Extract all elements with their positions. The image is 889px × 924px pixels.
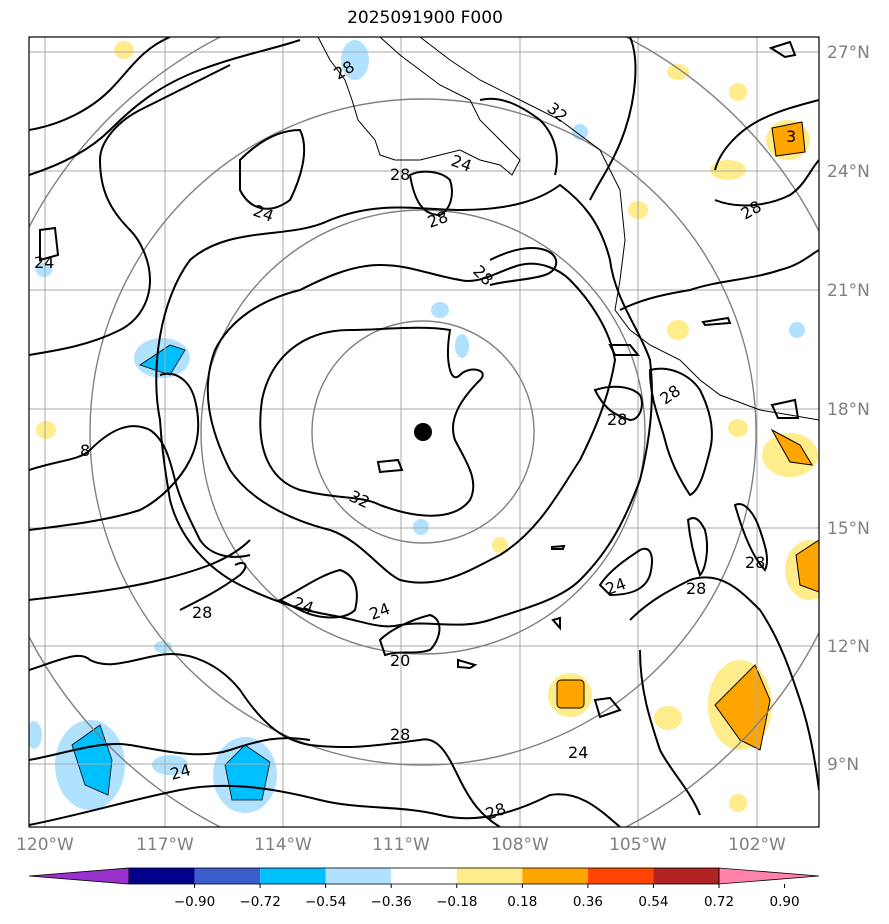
longitude-labels: 120°W 117°W 114°W 111°W 108°W 105°W 102°… [16, 835, 786, 855]
svg-text:28: 28 [607, 410, 627, 429]
lat-label: 15°N [827, 519, 870, 539]
lat-label: 21°N [827, 281, 870, 301]
positive-shading [36, 41, 819, 812]
lon-label: 105°W [609, 835, 667, 855]
lon-label: 120°W [16, 835, 74, 855]
colorbar-tick-label: −0.54 [305, 894, 346, 910]
contours [29, 37, 819, 827]
svg-text:24: 24 [568, 743, 588, 762]
graticule [29, 37, 819, 827]
lat-label: 27°N [827, 43, 870, 63]
svg-text:28: 28 [745, 553, 765, 572]
map-frame [28, 36, 820, 828]
lat-label: 9°N [827, 755, 859, 775]
colorbar-tick-label: 0.18 [507, 894, 537, 910]
svg-text:3: 3 [786, 127, 796, 146]
svg-text:20: 20 [390, 651, 410, 670]
coastline [317, 37, 819, 421]
range-rings [29, 37, 819, 827]
colorbar-tick-label: 0.72 [704, 894, 734, 910]
lon-label: 102°W [728, 835, 786, 855]
svg-text:24: 24 [168, 760, 193, 784]
colorbar-extend-low [28, 867, 130, 885]
svg-text:28: 28 [686, 579, 706, 598]
colorbar-tick-label: 0.90 [770, 894, 800, 910]
negative-shading [29, 40, 805, 813]
colorbar-swatch [587, 868, 654, 884]
colorbar-tick-label: −0.18 [436, 894, 477, 910]
colorbar-tick-label: −0.90 [174, 894, 215, 910]
colorbar-swatch [456, 868, 523, 884]
colorbar: −0.90 −0.72 −0.54 −0.36 −0.18 0.18 0.36 0.54 0.7… [28, 867, 820, 910]
colorbar-outline [128, 867, 720, 885]
svg-text:8: 8 [80, 441, 90, 460]
colorbar-swatch [260, 868, 326, 884]
svg-text:24: 24 [34, 253, 54, 272]
colorbar-tick-label: 0.54 [638, 894, 668, 910]
colorbar-swatch [522, 868, 588, 884]
lat-label: 18°N [827, 400, 870, 420]
svg-text:28: 28 [192, 603, 212, 622]
colorbar-extend-high [718, 867, 820, 885]
lat-label: 12°N [827, 637, 870, 657]
colorbar-tick-label: −0.72 [239, 894, 280, 910]
colorbar-tick-label: −0.36 [371, 894, 412, 910]
colorbar-swatch [325, 868, 392, 884]
colorbar-swatch [391, 868, 457, 884]
colorbar-swatch [194, 868, 261, 884]
lon-label: 108°W [491, 835, 549, 855]
svg-text:28: 28 [390, 165, 410, 184]
lon-label: 111°W [372, 835, 430, 855]
colorbar-swatch [653, 868, 719, 884]
colorbar-tick-label: 0.36 [573, 894, 603, 910]
lon-label: 117°W [136, 835, 194, 855]
svg-text:28: 28 [390, 725, 410, 744]
lon-label: 114°W [254, 835, 312, 855]
lat-label: 24°N [827, 162, 870, 182]
storm-center-marker [414, 423, 432, 441]
latitude-labels: 27°N 24°N 21°N 18°N 15°N 12°N 9°N [827, 43, 870, 775]
map-title: 2025091900 F000 [347, 8, 503, 28]
colorbar-swatch [129, 868, 195, 884]
